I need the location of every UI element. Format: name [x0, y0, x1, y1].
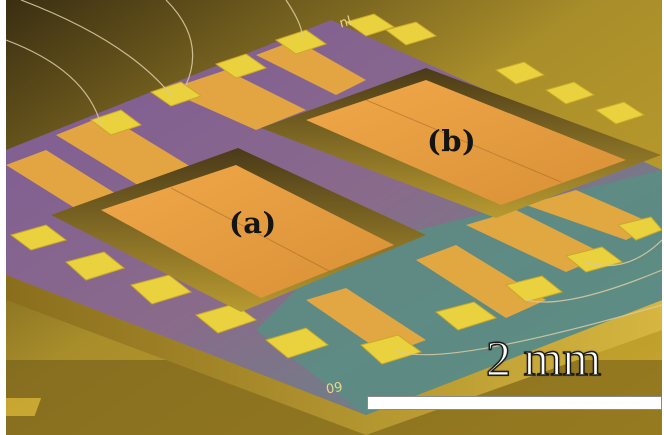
chip-mark-top: nl — [338, 14, 353, 32]
bond-wires — [6, 0, 662, 356]
chip-teal-region — [256, 170, 662, 415]
gold-traces — [6, 40, 656, 355]
membrane-a — [101, 165, 394, 298]
photo-frame: nl 09 (a) (b) 2 mm — [6, 0, 662, 435]
scale-bar — [367, 396, 662, 410]
device-label-b: (b) — [427, 124, 477, 158]
background-pads — [6, 398, 42, 416]
membrane-b-line — [365, 99, 562, 183]
membrane-a-line — [170, 187, 332, 273]
scale-bar-label: 2 mm — [485, 330, 602, 386]
chip-mark-bottom: 09 — [325, 380, 344, 398]
bond-pads — [9, 13, 662, 365]
chip-side-edge — [6, 275, 662, 435]
chip-photo: nl 09 — [6, 0, 662, 435]
device-label-a: (a) — [229, 206, 277, 240]
